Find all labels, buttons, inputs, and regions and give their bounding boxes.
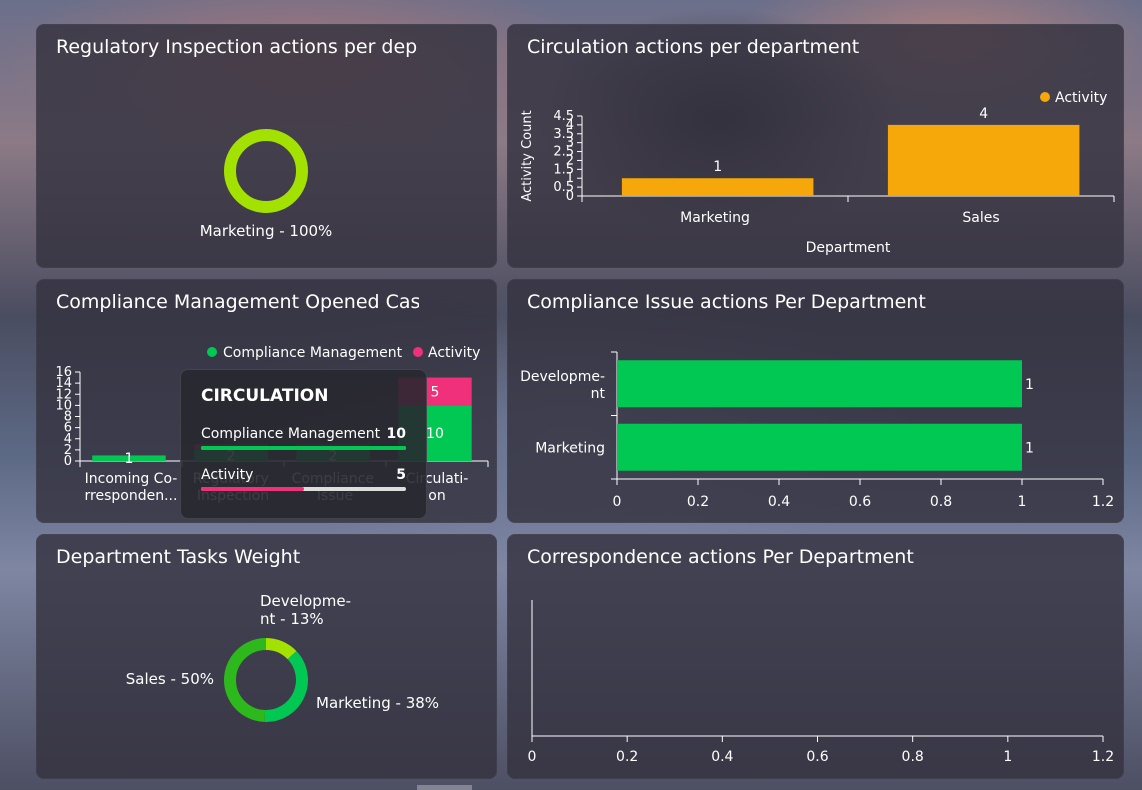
slice-label: Sales - 50% — [126, 670, 214, 688]
donut-slice — [224, 638, 267, 722]
x-tick-label: 0.2 — [687, 494, 709, 510]
tooltip-progress-fill — [201, 446, 406, 450]
data-label: 1 — [124, 451, 133, 467]
x-tick-label: 0 — [528, 749, 537, 765]
data-label: 1 — [713, 159, 722, 175]
x-tick-label: 0.2 — [616, 749, 638, 765]
y-tick-label: 3.5 — [553, 127, 574, 142]
donut-slice — [224, 129, 308, 213]
x-tick-label: 1 — [1003, 749, 1012, 765]
data-label: 10 — [426, 426, 444, 442]
panel-title: Circulation actions per department — [527, 36, 860, 58]
tooltip-row-value: 5 — [396, 467, 406, 483]
x-tick-label: 1 — [1018, 494, 1027, 510]
panel-title: Correspondence actions Per Department — [527, 546, 914, 568]
bar — [617, 423, 1022, 471]
y-tick-label: 2 — [566, 153, 574, 168]
legend-marker — [1040, 92, 1050, 102]
bar — [617, 360, 1022, 408]
y-axis-label: Activity Count — [520, 110, 535, 201]
y-tick-label: 4 — [64, 432, 72, 447]
data-label: 1 — [1025, 440, 1034, 456]
y-tick-label: 0.5 — [553, 180, 574, 195]
y-tick-label: 0 — [566, 189, 574, 204]
x-tick-label: 0.4 — [711, 749, 733, 765]
bar-segment — [92, 455, 166, 461]
tooltip-progress-track — [201, 487, 406, 491]
panel-regulatory: Regulatory Inspection actions per depart… — [36, 24, 497, 268]
y-tick-label: 16 — [55, 365, 72, 380]
tooltip-progress-fill — [201, 487, 304, 491]
legend-marker — [413, 347, 423, 357]
tooltip-row-label: Compliance Management — [201, 426, 381, 442]
panel-title: Compliance Management Opened Cases — [56, 291, 419, 313]
y-tick-label: 6 — [64, 421, 72, 436]
bar — [621, 178, 814, 196]
correspondence-bar-chart: 0 0.2 0.4 0.6 0.8 1 1.2 — [528, 600, 1114, 765]
compliance-issue-bar-chart: 0 0.2 0.4 0.6 0.8 1 1.2 1 Developme-nt 1 Marketing — [520, 351, 1114, 510]
x-tick-label: 0.6 — [806, 749, 828, 765]
y-tick-label: 2 — [64, 443, 72, 458]
chart-tooltip: CIRCULATION Compliance Management 10 Act… — [180, 369, 427, 519]
donut-slice — [265, 638, 297, 660]
x-tick-label: Incoming Co-rresponden... — [85, 471, 178, 504]
y-tick-label: 2.5 — [553, 145, 574, 160]
x-tick-label: Marketing — [680, 210, 750, 226]
panel-tasks-weight: Department Tasks Weight Developme-nt - 1… — [36, 534, 497, 779]
tooltip-row-compliance: Compliance Management 10 — [201, 426, 406, 450]
panel-title: Department Tasks Weight — [56, 546, 301, 568]
bar — [887, 124, 1080, 196]
y-tick-label: 0 — [64, 454, 72, 469]
y-tick-label: 4 — [566, 118, 574, 133]
slice-label: Marketing - 100% — [200, 222, 333, 240]
tooltip-row-activity: Activity 5 — [201, 467, 406, 491]
donut-slice — [264, 651, 308, 722]
panel-title: Regulatory Inspection actions per depart… — [56, 36, 417, 58]
tooltip-row-value: 10 — [386, 426, 406, 442]
tooltip-row-label: Activity — [201, 467, 254, 483]
x-tick-label: 0.4 — [768, 494, 790, 510]
y-tick-label: 8 — [64, 410, 72, 425]
x-axis-label: Department — [806, 240, 891, 256]
panel-compliance-issue: Compliance Issue actions Per Department … — [507, 279, 1124, 523]
x-tick-label: 1.2 — [1092, 749, 1114, 765]
y-tick-label: 4.5 — [553, 109, 574, 124]
x-tick-label: 0 — [613, 494, 622, 510]
panel-title: Compliance Issue actions Per Department — [527, 291, 926, 313]
tooltip-progress-track — [201, 446, 406, 450]
x-tick-label: 0.6 — [849, 494, 871, 510]
x-tick-label: Sales — [962, 210, 999, 226]
y-tick-label: 14 — [55, 376, 72, 391]
y-tick-label: Developme-nt — [520, 369, 605, 402]
slice-label: Marketing - 38% — [316, 694, 439, 712]
legend-label: Activity — [428, 345, 480, 361]
data-label: 1 — [1025, 377, 1034, 393]
y-tick-label: 3 — [566, 136, 574, 151]
legend-label: Activity — [1055, 90, 1107, 106]
tasks-weight-donut-chart: Developme-nt - 13% Marketing - 38% Sales -… — [126, 592, 439, 722]
y-tick-label: 1.5 — [553, 162, 574, 177]
x-tick-label: 1.2 — [1092, 494, 1114, 510]
y-tick-label: 10 — [55, 398, 72, 413]
x-tick-label: 0.8 — [902, 749, 924, 765]
regulatory-donut-chart: Marketing - 100% — [200, 129, 333, 240]
y-tick-label: 1 — [566, 171, 574, 186]
y-tick-label: 12 — [55, 387, 72, 402]
tooltip-title: CIRCULATION — [201, 386, 329, 406]
slice-label: Developme-nt - 13% — [260, 592, 351, 628]
x-tick-label: 0.8 — [930, 494, 952, 510]
panel-circulation: Circulation actions per department 0 0.5 1… — [507, 24, 1124, 268]
legend-label: Compliance Management — [223, 345, 403, 361]
horizontal-scrollbar[interactable] — [417, 785, 472, 790]
data-label: 4 — [979, 106, 988, 122]
data-label: 5 — [430, 384, 439, 400]
y-tick-label: Marketing — [535, 440, 605, 456]
legend-marker — [207, 347, 217, 357]
